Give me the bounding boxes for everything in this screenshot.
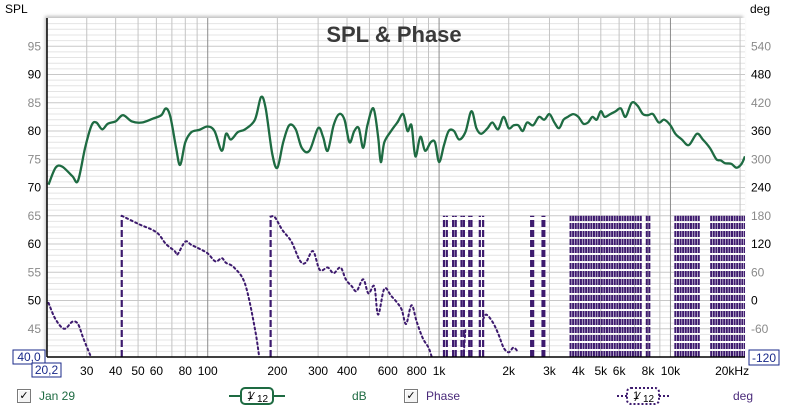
- x-min-label: 20,2: [35, 363, 59, 377]
- phase-label[interactable]: Phase: [426, 389, 461, 403]
- smoothing-num: 1: [247, 390, 253, 402]
- right-tick-label: 420: [751, 96, 771, 110]
- left-tick-label: 70: [28, 181, 42, 195]
- right-tick-label: 0: [751, 294, 758, 308]
- phase-unit: deg: [733, 386, 753, 406]
- svg-text:⁄: ⁄: [634, 389, 641, 404]
- right-min-label: -120: [752, 351, 776, 365]
- left-tick-label: 60: [28, 237, 42, 251]
- jan29-checkbox[interactable]: ✓: [17, 389, 31, 403]
- right-axis-ticks: -60 0 60 120 180 240 300 360 420 480 540: [751, 39, 771, 336]
- smoothing-dotted-icon: 1 ⁄ 12: [617, 387, 669, 405]
- x-tick-label: 1k: [433, 364, 447, 378]
- x-tick-label: 60: [150, 364, 164, 378]
- phase-line-segment: [462, 327, 467, 354]
- x-axis-ticks: 30 40 50 60 80 100 200 300 400 600 800 1k 2k 3k 4k 5k 6k…: [80, 364, 749, 378]
- x-tick-label: 10k: [661, 364, 681, 378]
- right-tick-label: 180: [751, 209, 771, 223]
- smoothing-den: 12: [643, 394, 655, 405]
- right-tick-label: 540: [751, 39, 771, 53]
- x-tick-label: 6k: [613, 364, 627, 378]
- left-tick-label: 50: [28, 294, 42, 308]
- left-tick-label: 80: [28, 124, 42, 138]
- jan29-unit: dB: [352, 386, 367, 406]
- phase-smoothing-button[interactable]: 1 ⁄ 12: [617, 386, 669, 406]
- legend-item-phase: ✓ Phase: [404, 386, 460, 406]
- x-min-box[interactable]: 20,2: [31, 362, 62, 378]
- left-tick-label: 90: [28, 68, 42, 82]
- x-tick-label: 100: [198, 364, 218, 378]
- left-axis-ticks: 45 50 55 60 65 70 75 80 85 90 95: [28, 39, 42, 336]
- right-min-box[interactable]: -120: [748, 349, 780, 366]
- x-tick-label: 2k: [502, 364, 516, 378]
- x-tick-label: 300: [308, 364, 328, 378]
- spl-phase-chart: 45 50 55 60 65 70 75 80 85 90 95 -60 0 60 120 180 240 30…: [5, 2, 780, 378]
- svg-text:⁄: ⁄: [248, 389, 255, 404]
- x-tick-label: 5k: [594, 364, 608, 378]
- x-tick-label: 3k: [543, 364, 557, 378]
- x-tick-label: 80: [179, 364, 193, 378]
- right-tick-label: -60: [751, 322, 769, 336]
- spl-line: [47, 95, 745, 186]
- phase-checkbox[interactable]: ✓: [404, 389, 418, 403]
- right-tick-label: 60: [751, 265, 765, 279]
- left-tick-label: 85: [28, 96, 42, 110]
- smoothing-num: 1: [633, 390, 639, 402]
- phase-line-segment: [120, 214, 261, 357]
- x-tick-label: 30: [80, 364, 94, 378]
- legend-item-jan29: ✓ Jan 29: [17, 386, 75, 406]
- left-axis-label: SPL: [5, 2, 28, 16]
- x-tick-label: 200: [267, 364, 287, 378]
- chart-title: SPL & Phase: [326, 22, 461, 47]
- x-tick-label: 600: [378, 364, 398, 378]
- y-min-label: 40,0: [17, 350, 41, 364]
- x-tick-label: 4k: [572, 364, 586, 378]
- right-axis-label: deg: [750, 2, 770, 16]
- right-tick-label: 360: [751, 124, 771, 138]
- x-tick-label: 8k: [642, 364, 656, 378]
- check-icon: ✓: [19, 389, 29, 402]
- jan29-label[interactable]: Jan 29: [39, 389, 76, 403]
- right-tick-label: 300: [751, 152, 771, 166]
- left-tick-label: 65: [28, 209, 42, 223]
- jan29-smoothing-button[interactable]: 1 ⁄ 12: [229, 386, 285, 406]
- right-tick-label: 120: [751, 237, 771, 251]
- y-min-box[interactable]: 40,0: [12, 349, 46, 365]
- phase-series: [47, 214, 745, 357]
- phase-unit-label: deg: [733, 389, 754, 403]
- x-tick-label: 40: [109, 364, 123, 378]
- right-tick-label: 480: [751, 68, 771, 82]
- phase-line-segment: [47, 301, 93, 357]
- phase-line-segment: [482, 313, 520, 354]
- jan29-unit-label: dB: [352, 389, 367, 403]
- phase-line-segment: [269, 215, 433, 357]
- left-tick-label: 75: [28, 152, 42, 166]
- left-tick-label: 45: [28, 322, 42, 336]
- left-tick-label: 55: [28, 265, 42, 279]
- spl-series: [47, 95, 745, 186]
- left-tick-label: 95: [28, 39, 42, 53]
- x-tick-label: 400: [337, 364, 357, 378]
- smoothing-solid-icon: 1 ⁄ 12: [229, 387, 285, 405]
- x-tick-label: 800: [407, 364, 427, 378]
- check-icon: ✓: [406, 389, 416, 402]
- right-tick-label: 240: [751, 181, 771, 195]
- smoothing-den: 12: [257, 394, 269, 405]
- x-tick-label: 20kHz: [715, 364, 749, 378]
- x-tick-label: 50: [131, 364, 145, 378]
